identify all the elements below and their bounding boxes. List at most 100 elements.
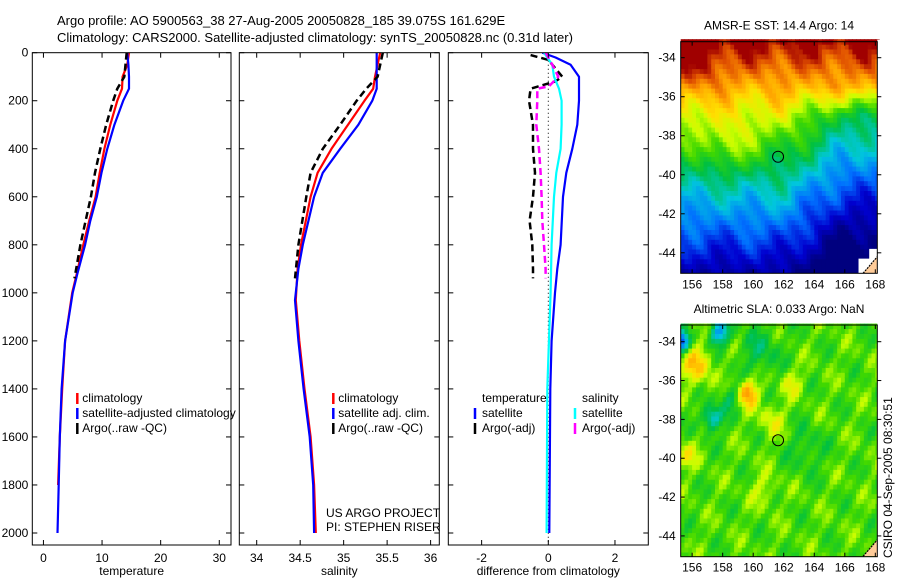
map-cell — [688, 166, 693, 172]
map-cell — [833, 200, 838, 206]
map-cell — [779, 381, 785, 388]
map-cell — [692, 333, 697, 339]
map-cell — [764, 352, 770, 359]
map-cell — [841, 161, 846, 167]
map-cell — [863, 224, 869, 230]
map-title: AMSR-E SST: 14.4 Argo: 14 — [704, 19, 854, 33]
map-cell — [776, 411, 781, 417]
map-cell — [844, 151, 850, 157]
map-cell — [772, 503, 777, 509]
map-cell — [860, 136, 865, 143]
map-cell — [821, 474, 827, 480]
map-cell — [741, 102, 747, 109]
map-cell — [757, 532, 762, 538]
map-cell — [787, 445, 792, 451]
map-cell — [711, 248, 716, 255]
map-cell — [718, 151, 724, 157]
map-cell — [711, 102, 716, 109]
map-cell — [722, 136, 728, 143]
lon-tick-label: 160 — [743, 277, 763, 291]
map-cell — [726, 333, 731, 339]
map-cell — [837, 333, 842, 339]
y-tick-label: 1600 — [2, 430, 29, 444]
map-cell — [829, 122, 834, 128]
map-cell — [707, 338, 712, 344]
map-cell — [818, 136, 823, 143]
map-cell — [768, 44, 773, 50]
map-cell — [795, 508, 800, 514]
map-cell — [680, 122, 686, 128]
map-cell — [741, 195, 747, 201]
map-cell — [787, 268, 792, 274]
map-cell — [818, 386, 823, 393]
map-cell — [688, 537, 693, 543]
map-cell — [680, 229, 686, 235]
map-cell — [692, 391, 697, 398]
map-cell — [852, 381, 857, 388]
map-cell — [696, 537, 701, 543]
map-cell — [749, 185, 754, 191]
map-cell — [680, 195, 686, 201]
map-cell — [718, 170, 724, 177]
map-cell — [692, 415, 697, 422]
map-cell — [821, 117, 827, 123]
map-cell — [726, 146, 731, 152]
map-cell — [837, 362, 842, 368]
map-cell — [867, 185, 873, 191]
map-cell — [783, 435, 789, 441]
map-cell — [715, 406, 720, 412]
map-cell — [753, 146, 758, 152]
map-cell — [848, 498, 853, 504]
map-cell — [814, 214, 819, 221]
map-cell — [799, 263, 804, 269]
map-cell — [749, 328, 754, 334]
map-cell — [692, 367, 697, 373]
map-cell — [715, 239, 720, 245]
map-cell — [848, 449, 853, 456]
map-cell — [688, 258, 693, 265]
map-cell — [776, 248, 781, 255]
map-cell — [787, 508, 792, 514]
map-cell — [730, 445, 735, 451]
map-cell — [699, 68, 705, 74]
map-cell — [753, 522, 758, 529]
map-cell — [745, 58, 750, 65]
map-cell — [814, 248, 819, 255]
map-cell — [688, 479, 693, 485]
map-cell — [787, 479, 792, 485]
map-cell — [802, 166, 808, 172]
map-cell — [829, 117, 834, 123]
map-cell — [737, 532, 743, 538]
map-cell — [860, 503, 865, 509]
map-cell — [707, 532, 712, 538]
map-cell — [692, 459, 697, 466]
map-cell — [810, 175, 815, 182]
map-cell — [799, 537, 804, 543]
lat-tick-label: -44 — [658, 246, 676, 260]
map-cell — [818, 328, 823, 334]
map-cell — [829, 445, 834, 451]
map-cell — [791, 268, 796, 274]
map-cell — [791, 367, 796, 373]
map-cell — [829, 190, 834, 196]
map-cell — [795, 58, 800, 65]
map-cell — [680, 117, 686, 123]
map-cell — [844, 239, 850, 245]
map-cell — [867, 97, 873, 104]
map-cell — [852, 92, 857, 99]
map-cell — [768, 449, 773, 456]
map-cell — [715, 263, 720, 269]
map-cell — [753, 185, 758, 191]
map-cell — [821, 493, 827, 500]
map-cell — [734, 396, 739, 402]
map-cell — [848, 48, 853, 55]
map-cell — [715, 547, 720, 553]
map-cell — [711, 517, 716, 524]
map-cell — [783, 92, 789, 99]
map-cell — [848, 517, 853, 524]
map-cell — [825, 377, 831, 383]
map-cell — [699, 224, 705, 230]
map-cell — [730, 430, 735, 436]
map-cell — [741, 415, 747, 422]
map-cell — [757, 195, 762, 201]
